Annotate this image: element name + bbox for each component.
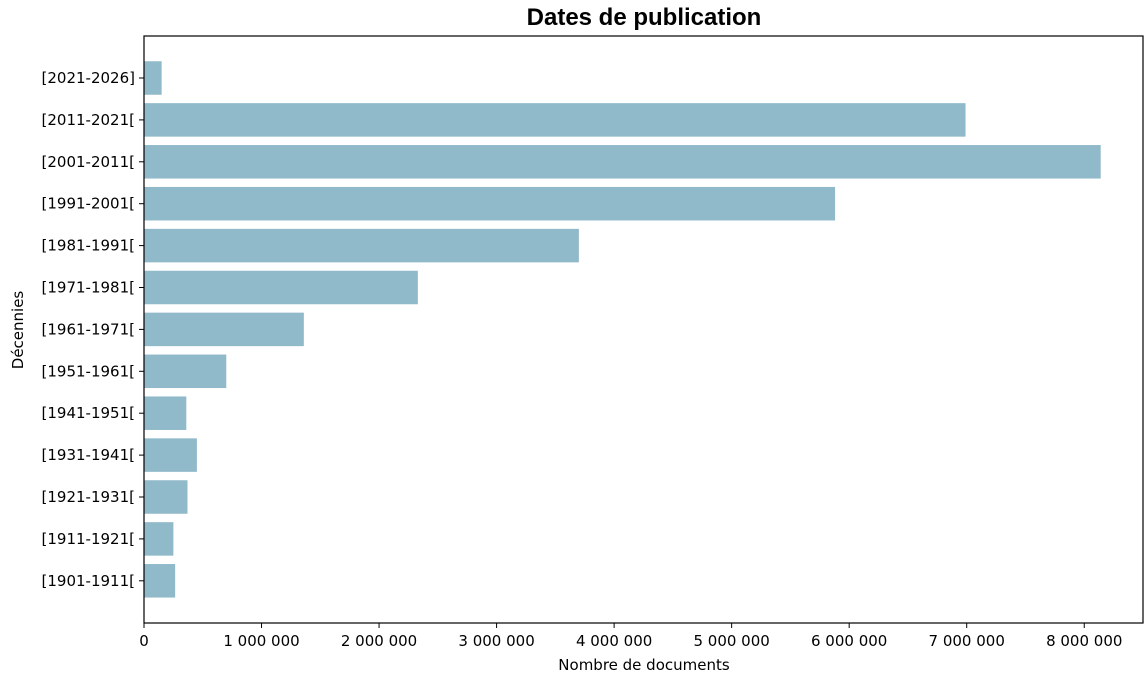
x-tick-label: 7 000 000 [929, 632, 1005, 650]
x-tick-label: 8 000 000 [1046, 632, 1122, 650]
x-axis: 0 1 000 000 2 000 000 3 000 000 4 000 000 5 0… [139, 623, 1122, 650]
y-tick-label: [1951-1961[ [42, 362, 135, 380]
bar [144, 61, 162, 95]
bar [144, 480, 188, 514]
y-tick-label: [1981-1991[ [42, 237, 135, 255]
bar [144, 312, 304, 347]
y-tick-label: [2001-2011[ [42, 153, 135, 171]
bars-group [144, 61, 1101, 598]
x-tick-label: 2 000 000 [341, 632, 417, 650]
bar [144, 564, 176, 598]
x-tick-label: 6 000 000 [811, 632, 887, 650]
y-tick-label: [1991-2001[ [42, 195, 135, 213]
y-axis: [2021-2026] [2011-2021[ [2001-2011[ [1991-2… [42, 69, 144, 590]
y-tick-label: [1921-1931[ [42, 488, 135, 506]
x-tick-label: 4 000 000 [576, 632, 652, 650]
bar [144, 438, 197, 472]
x-tick-label: 3 000 000 [458, 632, 534, 650]
bar [144, 522, 174, 556]
y-tick-label: [1961-1971[ [42, 320, 135, 338]
y-tick-label: [2021-2026] [42, 69, 135, 87]
y-tick-label: [1971-1981[ [42, 279, 135, 297]
x-tick-label: 5 000 000 [693, 632, 769, 650]
y-tick-label: [1931-1941[ [42, 446, 135, 464]
bar [144, 186, 836, 221]
bar [144, 354, 227, 389]
y-tick-label: [1901-1911[ [42, 572, 135, 590]
bar [144, 145, 1101, 179]
bar [144, 228, 579, 263]
chart-title: Dates de publication [527, 4, 762, 31]
y-axis-label: Décennies [9, 291, 27, 370]
x-tick-label: 0 [139, 632, 149, 650]
y-tick-label: [2011-2021[ [42, 111, 135, 129]
x-tick-label: 1 000 000 [223, 632, 299, 650]
y-tick-label: [1941-1951[ [42, 404, 135, 422]
x-axis-label: Nombre de documents [558, 656, 730, 674]
y-tick-label: [1911-1921[ [42, 530, 135, 548]
bar [144, 103, 966, 137]
bar [144, 270, 418, 305]
bar [144, 396, 187, 430]
